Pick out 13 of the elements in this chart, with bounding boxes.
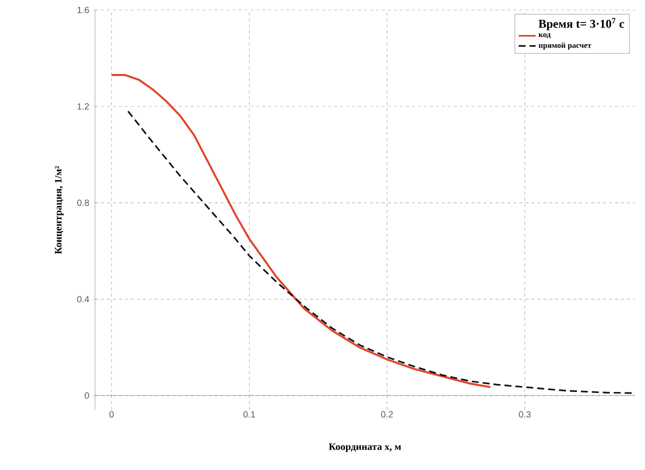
y-tick-label: 1.2 bbox=[78, 103, 89, 110]
x-tick-label: 0.1 bbox=[243, 411, 256, 418]
x-tick-label: 0 bbox=[109, 411, 114, 418]
x-axis-title: Координата x, м bbox=[328, 443, 401, 452]
x-tick-label: 0.3 bbox=[518, 411, 531, 418]
legend-title: Время t= 3·10$^{7}$ с bbox=[538, 18, 624, 30]
line-series bbox=[110, 74, 492, 388]
y-tick-label: 1.6 bbox=[78, 6, 89, 14]
x-tick-label: 0.2 bbox=[381, 411, 393, 418]
y-tick-label: 0.8 bbox=[77, 200, 89, 206]
y-tick-label: 0.4 bbox=[77, 296, 90, 302]
y-axis-title: Концентрация, 1/м² bbox=[54, 166, 64, 254]
y-tick-label: 0 bbox=[84, 392, 90, 399]
